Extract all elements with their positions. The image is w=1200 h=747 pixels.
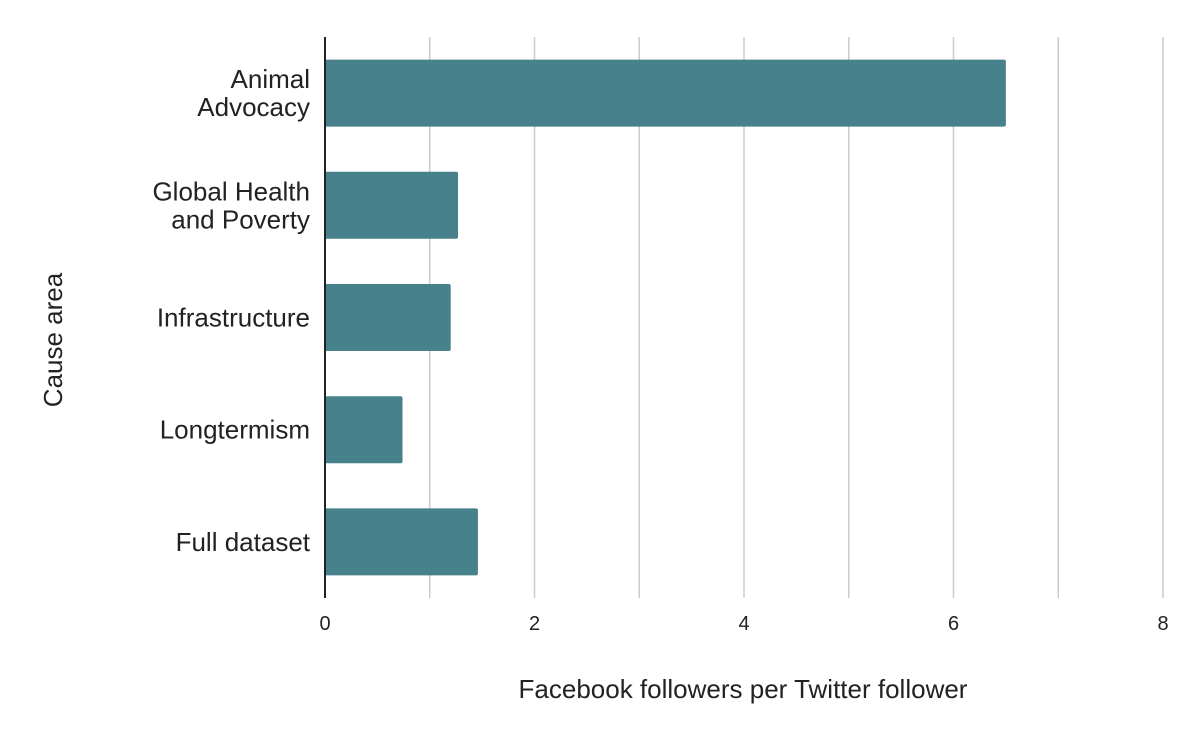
x-tick-label: 0 bbox=[319, 613, 330, 635]
category-label: Global Health and Poverty bbox=[152, 176, 310, 234]
category-label: Animal Advocacy bbox=[197, 64, 310, 122]
category-label-line: Infrastructure bbox=[157, 303, 310, 333]
category-label-line: and Poverty bbox=[171, 204, 310, 234]
y-axis-title: Cause area bbox=[38, 272, 68, 407]
bar bbox=[325, 396, 403, 464]
category-label: Full dataset bbox=[176, 527, 311, 557]
category-label-line: Longtermism bbox=[160, 415, 310, 445]
category-label-line: Advocacy bbox=[197, 92, 310, 122]
category-label-line: Full dataset bbox=[176, 527, 311, 557]
category-label-line: Animal bbox=[231, 64, 310, 94]
x-tick-label: 2 bbox=[529, 613, 540, 635]
gridlines bbox=[429, 37, 1164, 598]
x-tick-labels: 0 2 4 6 8 bbox=[319, 613, 1168, 635]
category-labels: Animal Advocacy Global Health and Poverty In… bbox=[152, 64, 310, 557]
bar bbox=[325, 508, 478, 576]
x-tick-label: 8 bbox=[1157, 613, 1168, 635]
category-label: Longtermism bbox=[160, 415, 310, 445]
x-tick-label: 4 bbox=[738, 613, 749, 635]
bar bbox=[325, 284, 451, 351]
bar bbox=[325, 59, 1006, 127]
x-tick-label: 6 bbox=[948, 613, 959, 635]
category-label-line: Global Health bbox=[152, 176, 310, 206]
bars bbox=[325, 59, 1006, 576]
category-label: Infrastructure bbox=[157, 303, 310, 333]
bar bbox=[325, 171, 459, 239]
x-axis-title: Facebook followers per Twitter follower bbox=[519, 674, 968, 704]
